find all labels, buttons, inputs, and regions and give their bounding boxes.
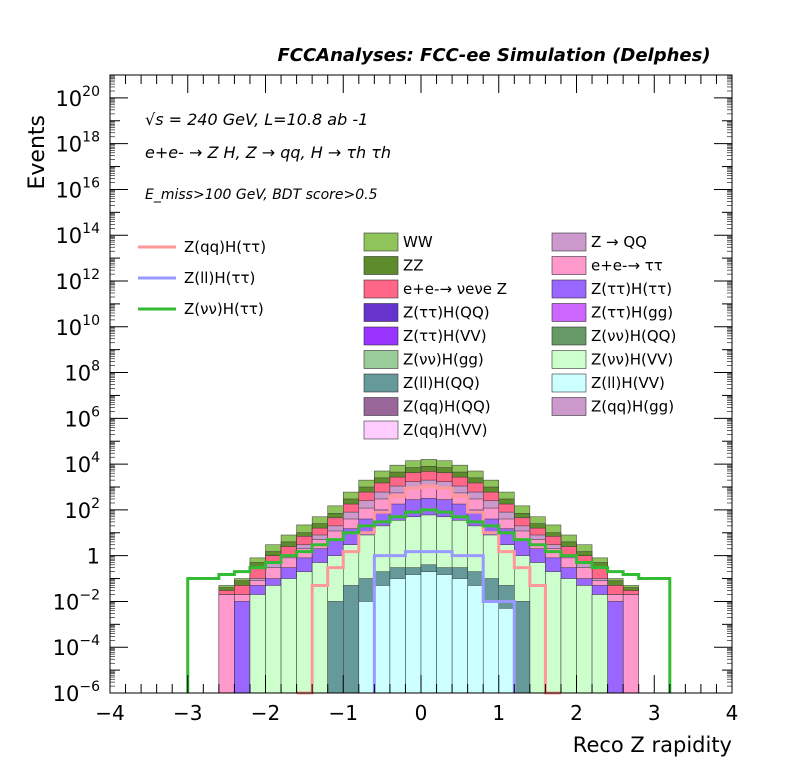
legend-fill-label: Z(qq)H(VV) [403, 421, 488, 439]
chart-title: FCCAnalyses: FCC-ee Simulation (Delphes) [277, 45, 710, 66]
bar-z-ll-h-qq--26 [514, 601, 531, 694]
bar-z-h-vv--27 [529, 562, 546, 694]
x-tick-label: 4 [726, 701, 739, 725]
y-tick-label: 108 [64, 359, 100, 386]
bar-z-ll-h-vv--24 [482, 601, 500, 694]
line-z-h- [186, 508, 672, 693]
legend-fill-label: Z(ττ)H(VV) [403, 327, 487, 345]
bar-z-h-vv--31 [591, 594, 608, 694]
bar-z-h-vv--29 [560, 578, 577, 694]
legend-fill-label: Z(qq)H(QQ) [403, 398, 491, 416]
x-tick-label: 1 [492, 701, 505, 725]
legend-fill-label: Z(ll)H(VV) [591, 374, 665, 392]
bar-z-h-vv--30 [576, 585, 593, 694]
x-axis-ticks: −4 −3 −2 −1 0 1 2 3 4 [95, 75, 738, 725]
bar-z-ll-h-vv--20 [420, 571, 437, 694]
legend-fill-label: Z(ll)H(QQ) [403, 374, 480, 392]
x-tick-label: 0 [415, 701, 428, 725]
selection-annotation: E_miss>100 GeV, BDT score>0.5 [145, 187, 378, 203]
bar-z-h-vv--9 [249, 594, 266, 694]
y-tick-label: 1014 [55, 221, 100, 248]
x-tick-label: −3 [173, 701, 202, 725]
bar-z-ll-h-vv--21 [436, 574, 453, 694]
y-tick-label: 1012 [55, 267, 100, 294]
bar-z-h-vv--12 [296, 571, 313, 694]
x-tick-label: −2 [251, 701, 280, 725]
legend-fill-label: WW [403, 233, 433, 251]
y-tick-label: 1016 [55, 175, 100, 202]
legend-fill-label: ZZ [403, 257, 424, 275]
bar-z-ll-h-vv--17 [374, 585, 391, 694]
bar-z-ll-h-vv--16 [358, 601, 375, 694]
bar-z-ll-h-vv--18 [389, 578, 406, 694]
bar-z-ll-h-qq--14 [327, 601, 344, 694]
legend-fill-label: e+e-→ νeνe Z [403, 280, 507, 298]
legend-fill-label: Z(νν)H(VV) [591, 351, 673, 369]
x-tick-label: 3 [648, 701, 661, 725]
signal-lines [186, 484, 672, 695]
legend-line-label: Z(ll)H(ττ) [184, 269, 255, 287]
y-tick-label: 10−6 [53, 679, 100, 706]
bar-z-ll-h-vv--19 [405, 574, 422, 694]
line-z-ll-h- [372, 550, 516, 693]
y-tick-label: 102 [64, 496, 100, 523]
x-tick-label: −4 [95, 701, 124, 725]
bar-z-ll-h-vv--22 [451, 578, 468, 694]
bar-z-ll-h-qq--15 [343, 585, 360, 694]
energy-lumi-annotation: √s = 240 GeV, L=10.8 ab -1 [145, 110, 368, 129]
legend-fill-label: Z(ττ)H(ττ) [591, 280, 672, 298]
y-tick-label: 1010 [55, 313, 100, 340]
legend-line-label: Z(νν)H(ττ) [184, 300, 264, 318]
bar-z-h--32 [607, 601, 624, 694]
legend-fill-label: Z(qq)H(gg) [591, 398, 674, 416]
histogram-bars [218, 459, 639, 694]
y-axis-label: Events [25, 115, 50, 190]
y-axis-ticks: 10−6 10−4 10−2 1 102 104 106 108 1010 1012 1014 101… [53, 74, 732, 706]
bar-e-e--33 [622, 594, 639, 694]
x-axis-label: Reco Z rapidity [573, 733, 732, 757]
legend-fill-label: Z(ττ)H(QQ) [403, 304, 490, 322]
legend-fill-label: e+e-→ ττ [591, 257, 663, 275]
x-tick-label: 2 [570, 701, 583, 725]
bar-z-h-vv--13 [311, 562, 328, 694]
y-tick-label: 106 [64, 404, 100, 431]
y-tick-label: 10−2 [53, 587, 100, 614]
bar-z-h-vv--28 [545, 571, 562, 694]
legend: Z(qq)H(ττ) Z(ll)H(ττ) Z(νν)H(ττ) WW Z → QQ ZZ… [138, 232, 676, 440]
bar-z-h-vv--11 [280, 578, 297, 694]
y-tick-label: 1018 [55, 130, 100, 157]
bar-z-ll-h-vv--25 [498, 608, 515, 694]
process-annotation: e+e- → Z H, Z → qq, H → τh τh [145, 143, 391, 162]
bar-z-ll-h-vv--23 [467, 585, 484, 694]
bar-e-e--7 [218, 594, 235, 694]
y-tick-label: 104 [64, 450, 100, 477]
y-tick-label: 10−4 [53, 633, 100, 660]
legend-fill-label: Z(νν)H(QQ) [591, 327, 676, 345]
legend-fill-label: Z(νν)H(gg) [403, 351, 484, 369]
legend-fill-label: Z(ττ)H(gg) [591, 304, 673, 322]
bar-z-h--8 [234, 601, 251, 694]
y-tick-label: 1020 [55, 84, 100, 111]
bar-z-h-vv--10 [265, 585, 282, 694]
y-tick-label: 1 [87, 545, 100, 569]
line-z-qq-h- [296, 484, 561, 695]
legend-line-label: Z(qq)H(ττ) [184, 238, 266, 256]
x-tick-label: −1 [329, 701, 358, 725]
legend-fill-label: Z → QQ [591, 233, 647, 251]
